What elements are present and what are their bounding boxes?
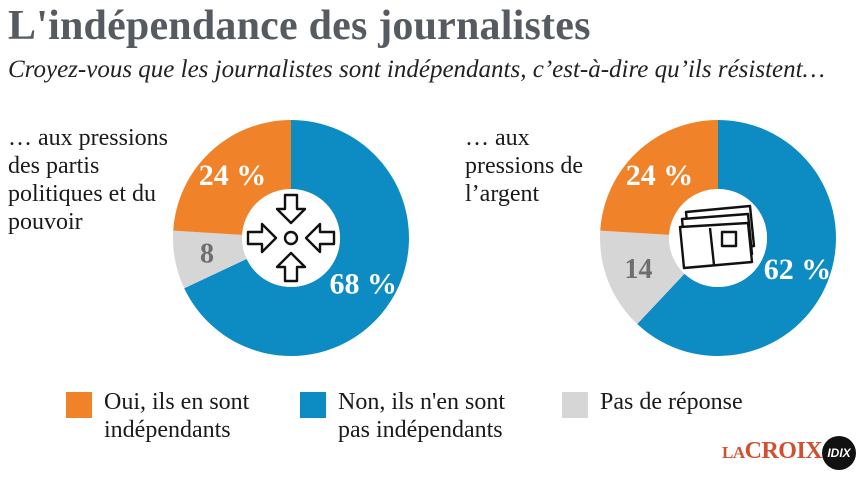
pie-1-label-oui: 24 % xyxy=(199,159,267,192)
banknotes-icon xyxy=(678,204,756,270)
pie-2-slice-non xyxy=(637,120,837,356)
pie-2-slice-oui xyxy=(600,120,718,235)
legend-label-non: Non, ils n'en sont pas indépendants xyxy=(338,389,505,443)
arrow-right-icon xyxy=(246,222,278,254)
pie-2-label-oui: 24 % xyxy=(626,159,694,192)
idix-logo: IDIX xyxy=(822,436,856,470)
legend-label-oui: Oui, ils en sont indépendants xyxy=(104,389,250,443)
legend-label-nsp: Pas de réponse xyxy=(600,389,743,415)
pie-1-slice-nsp xyxy=(173,230,247,289)
legend-swatch-non xyxy=(300,392,326,418)
pie-1-title: … aux pressions des partis politiques et… xyxy=(8,125,168,235)
pie-2-label-non: 62 % xyxy=(764,253,832,286)
la-croix-logo: LACROIX xyxy=(722,438,823,464)
arrow-down-icon xyxy=(275,193,307,225)
pie-1-slice-non xyxy=(184,120,409,357)
chart-title: L'indépendance des journalistes xyxy=(8,3,591,49)
chart-subtitle: Croyez-vous que les journalistes sont in… xyxy=(8,56,825,83)
arrows-pressure-icon xyxy=(246,193,336,283)
pie-2-title: … aux pressions de l’argent xyxy=(465,125,583,207)
legend-swatch-nsp xyxy=(562,392,588,418)
legend-swatch-oui xyxy=(66,392,92,418)
pie-2-slice-nsp xyxy=(600,230,685,325)
pie-1-slice-oui xyxy=(173,120,291,235)
arrow-left-icon xyxy=(304,222,336,254)
pie-1-label-non: 68 % xyxy=(329,267,397,300)
pie-1-label-nsp: 8 xyxy=(200,239,214,270)
arrow-up-icon xyxy=(275,251,307,283)
pie-2-label-nsp: 14 xyxy=(625,254,653,285)
pie-chart-politics: 68 % 8 24 % xyxy=(173,120,409,357)
